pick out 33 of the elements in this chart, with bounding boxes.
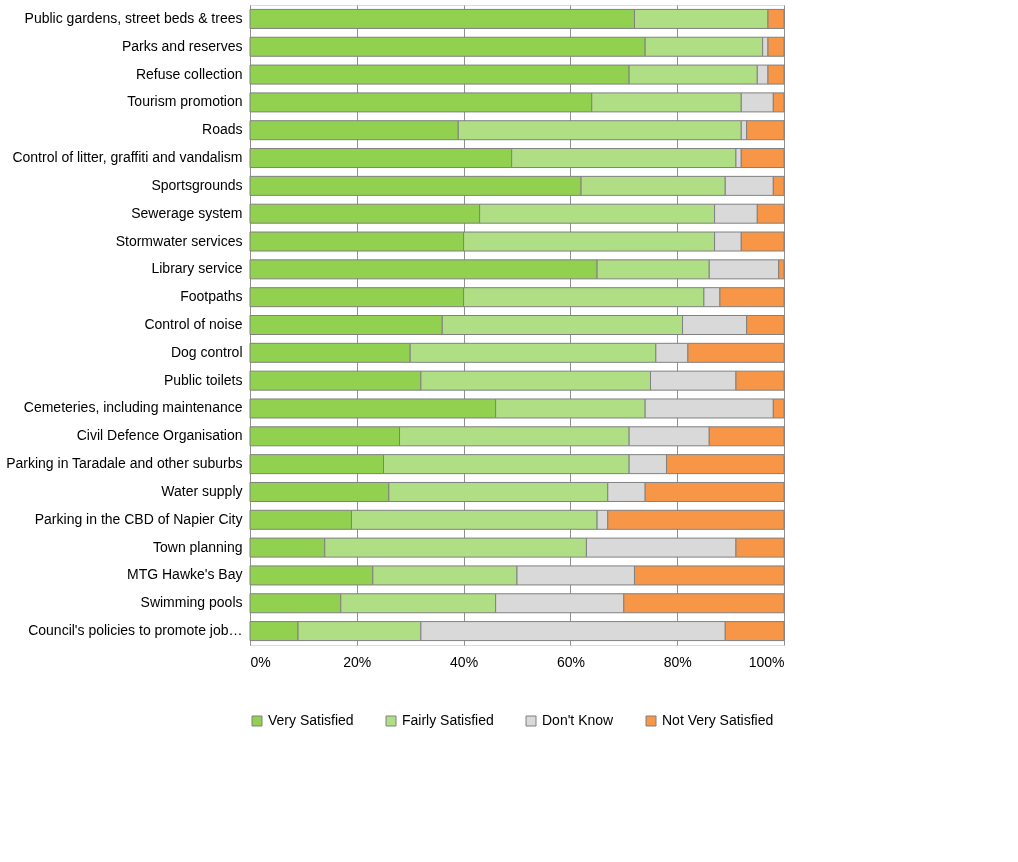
y-tick-label: Public gardens, street beds & trees (24, 9, 243, 26)
y-tick-label: Dog control (170, 343, 243, 360)
legend-label: Very Satisfied (268, 712, 354, 728)
x-tick-label: 100% (748, 653, 785, 670)
x-tick-label: 0% (250, 653, 271, 670)
y-tick-label: Roads (202, 121, 243, 138)
y-tick-label: Control of noise (144, 316, 243, 332)
legend-label: Not Very Satisfied (662, 712, 774, 728)
y-tick-label: Footpaths (180, 288, 243, 305)
legend-label: Fairly Satisfied (402, 712, 494, 728)
y-tick-label: Town planning (152, 538, 243, 555)
x-tick-label: 60% (556, 653, 585, 670)
y-tick-label: Stormwater services (115, 232, 243, 249)
y-tick-label: Parking in Taradale and other suburbs (6, 455, 243, 472)
y-tick-label: Public toilets (163, 371, 243, 388)
y-tick-label: Council's policies to promote job… (28, 622, 243, 639)
x-tick-label: 80% (663, 653, 692, 670)
y-tick-label: Swimming pools (140, 594, 243, 611)
y-tick-label: Cemeteries, including maintenance (23, 399, 243, 416)
x-tick-label: 40% (450, 653, 479, 670)
y-tick-label: Parking in the CBD of Napier City (34, 510, 243, 527)
y-tick-label: Sportsgrounds (151, 176, 243, 193)
y-tick-label: Sewerage system (131, 204, 243, 221)
x-tick-label: 20% (343, 653, 372, 670)
y-tick-label: Civil Defence Organisation (76, 427, 243, 444)
y-tick-label: Parks and reserves (121, 37, 243, 54)
y-tick-label: Water supply (161, 482, 243, 499)
legend-label: Don't Know (542, 712, 615, 728)
y-tick-label: Control of litter, graffiti and vandalism (12, 149, 243, 166)
y-tick-label: MTG Hawke's Bay (127, 566, 243, 583)
y-tick-label: Library service (151, 260, 243, 277)
y-tick-label: Refuse collection (135, 65, 243, 82)
y-tick-label: Tourism promotion (127, 93, 243, 110)
